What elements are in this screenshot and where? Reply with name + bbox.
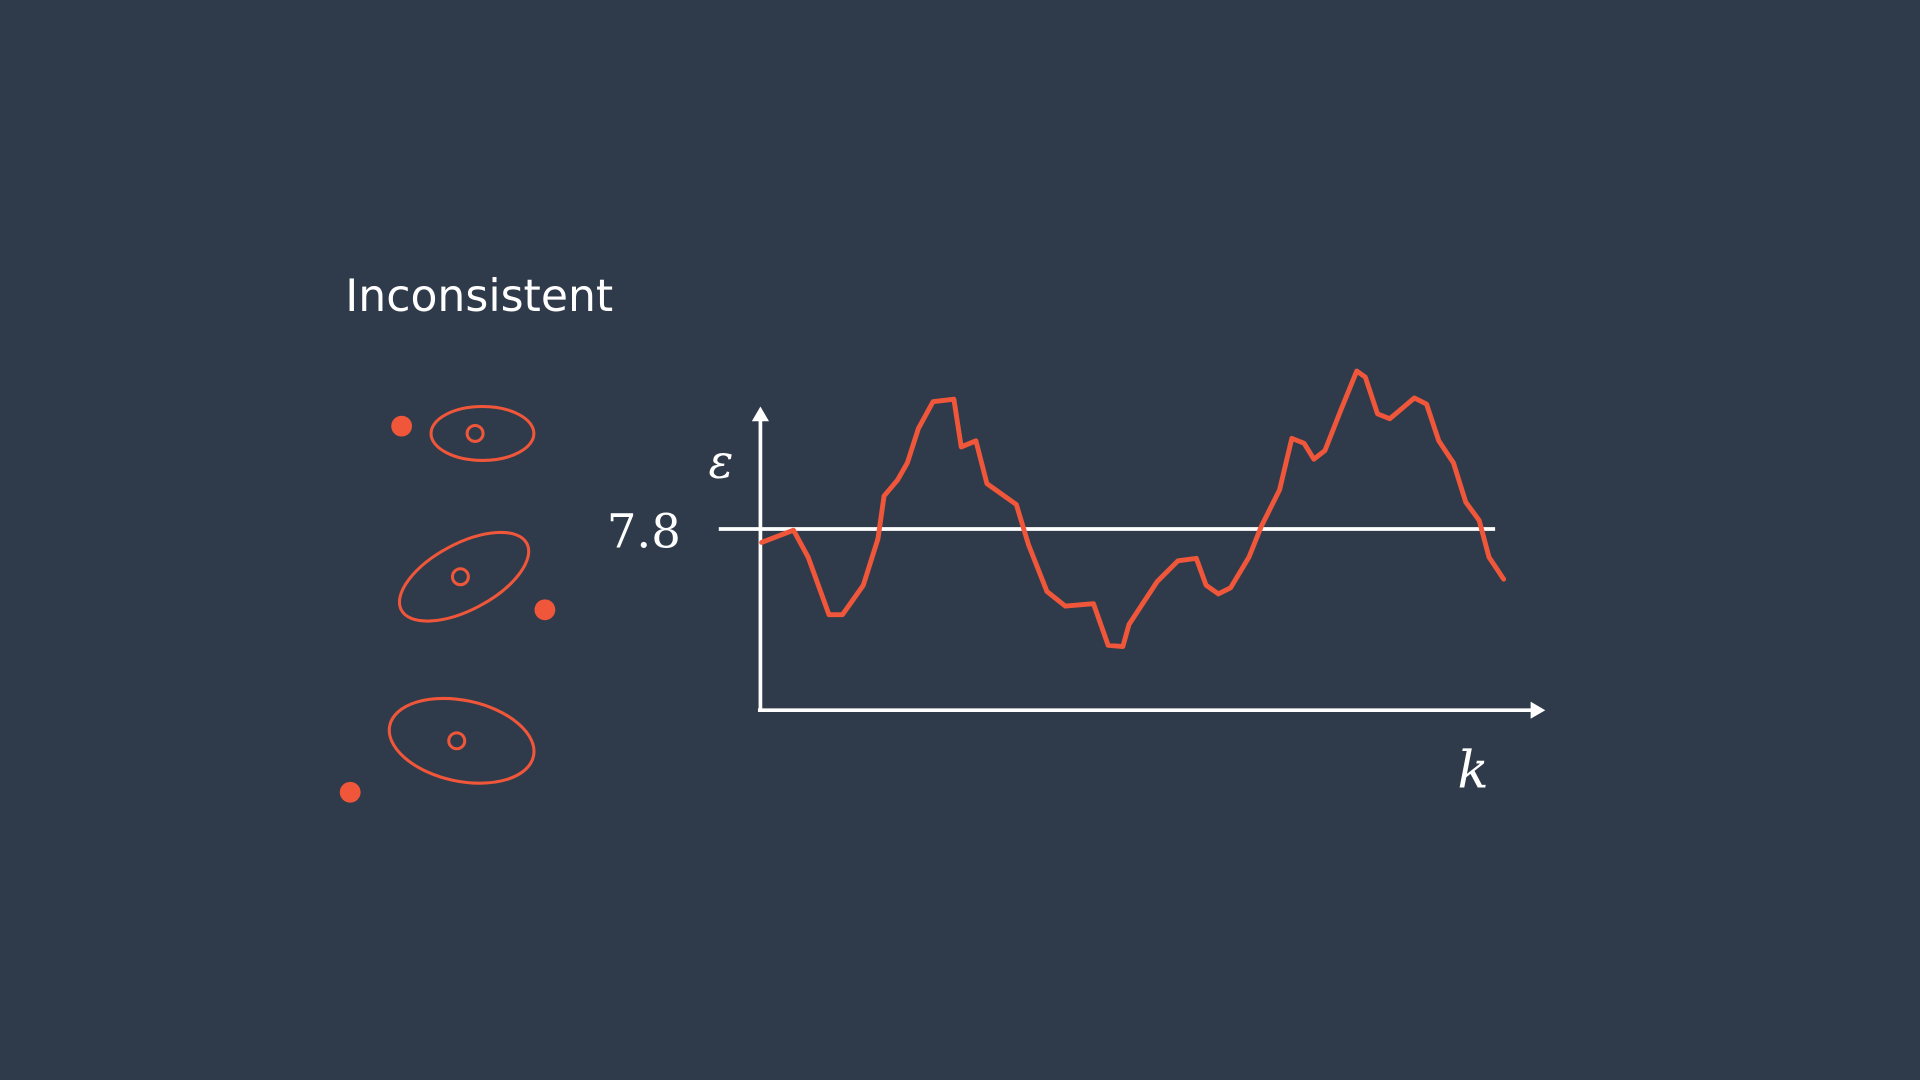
measurement-dots [339,415,556,803]
x-axis-label: k [1457,740,1488,800]
slide-title: Inconsistent [345,271,613,322]
ellipse [397,530,531,623]
y-arrow [751,406,769,422]
dot [534,599,556,621]
ellipse-center [447,731,467,751]
ellipse-center [465,423,485,443]
error-curve [759,368,1507,649]
ellipse [429,405,536,462]
axes [718,406,1546,719]
ellipse-center [450,567,470,587]
x-arrow [1530,701,1546,719]
y-axis-label: ε [709,435,734,489]
dot [339,781,361,803]
ellipse [387,696,536,785]
ellipse-icons [387,405,536,785]
dot [391,415,413,437]
threshold-label: 7.8 [607,504,681,558]
